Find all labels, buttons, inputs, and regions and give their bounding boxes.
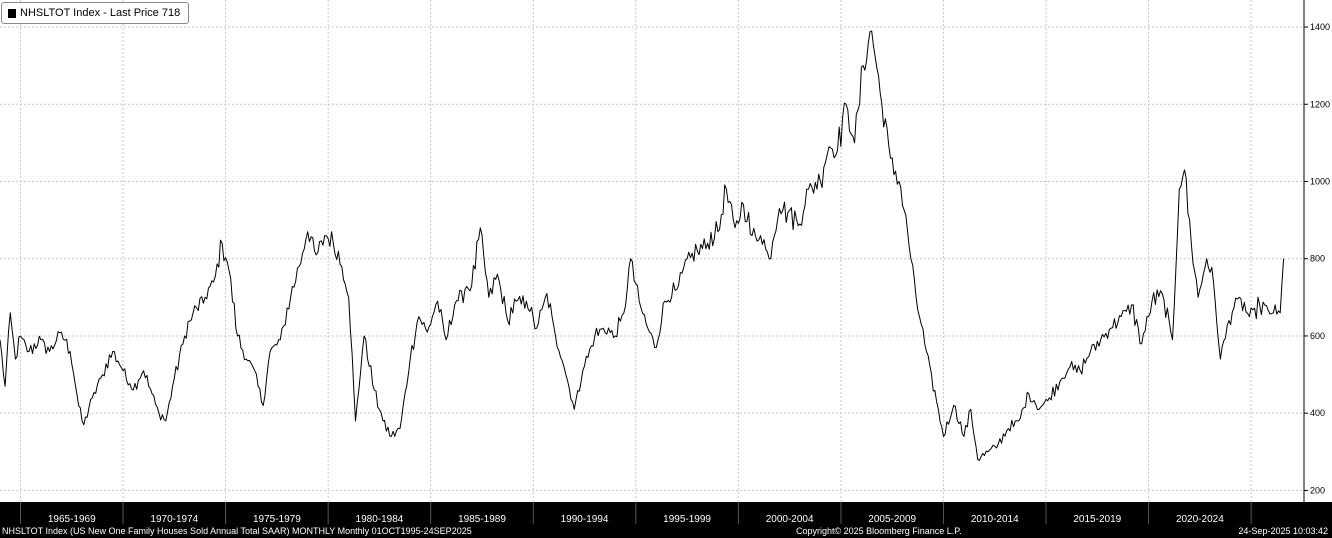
x-tick-label: 1980-1984	[356, 514, 404, 525]
x-tick-label: 1975-1979	[253, 514, 301, 525]
legend-swatch	[8, 8, 16, 18]
x-axis-labels: 1965-1969 1970-1974 1975-1979 1980-1984 1985…	[20, 502, 1252, 525]
footer-bar: NHSLTOT Index (US New One Family Houses …	[0, 524, 1332, 538]
y-tick-label: 400	[1310, 408, 1325, 418]
footer-series-description: NHSLTOT Index (US New One Family Houses …	[2, 526, 472, 536]
x-tick-label: 1965-1969	[48, 514, 96, 525]
series-line-nhsltot	[0, 30, 1285, 461]
x-tick-label: 2020-2024	[1176, 514, 1224, 525]
y-tick-label: 800	[1310, 254, 1325, 264]
footer-copyright: Copyright© 2025 Bloomberg Finance L.P.	[796, 526, 962, 536]
x-tick-label: 2010-2014	[971, 514, 1019, 525]
y-tick-label: 200	[1310, 485, 1325, 495]
x-axis-band	[0, 502, 1332, 524]
y-tick-label: 1400	[1310, 22, 1330, 32]
x-tick-label: 1995-1999	[663, 514, 711, 525]
x-tick-label: 1990-1994	[561, 514, 609, 525]
legend-label: NHSLTOT Index - Last Price 718	[20, 7, 181, 19]
y-tick-label: 600	[1310, 331, 1325, 341]
chart-legend: NHSLTOT Index - Last Price 718	[1, 2, 190, 24]
footer-timestamp: 24-Sep-2025 10:03:42	[1238, 526, 1328, 536]
x-tick-label: 2000-2004	[766, 514, 814, 525]
y-axis-ticks: 200 400 600 800 1000 1200 1400	[1304, 22, 1330, 495]
x-tick-label: 2005-2009	[868, 514, 916, 525]
x-tick-label: 1970-1974	[150, 514, 198, 525]
x-tick-label: 2015-2019	[1073, 514, 1121, 525]
y-tick-label: 1000	[1310, 176, 1330, 186]
x-tick-label: 1985-1989	[458, 514, 506, 525]
y-tick-label: 1200	[1310, 99, 1330, 109]
